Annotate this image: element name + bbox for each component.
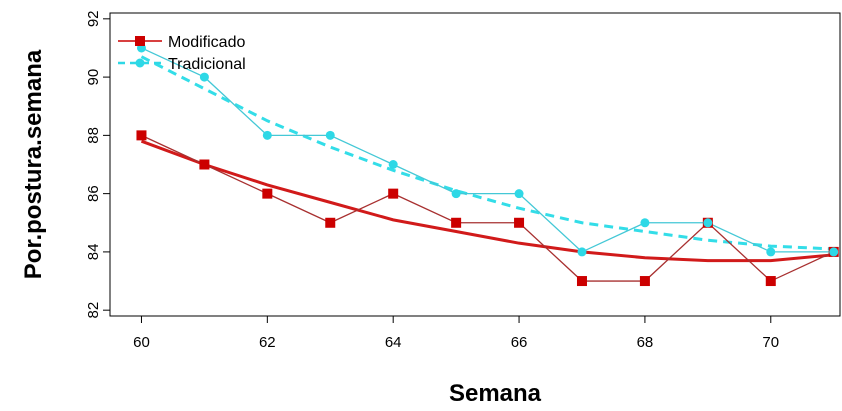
y-tick-label: 92 — [85, 10, 102, 27]
data-point-tradicional — [514, 189, 524, 199]
x-tick-label: 68 — [637, 334, 654, 351]
data-point-tradicional — [766, 247, 776, 257]
y-tick-label: 84 — [85, 244, 102, 261]
data-point-modificado — [136, 130, 147, 141]
data-point-modificado — [262, 188, 273, 199]
axes: 60 62 64 66 68 70 82 84 86 88 90 92 Semana Por.postur… — [20, 10, 841, 407]
x-tick-label: 70 — [762, 334, 779, 351]
legend-label-modificado: Modificado — [168, 34, 245, 51]
data-point-tradicional — [829, 247, 839, 257]
data-point-tradicional — [262, 130, 272, 140]
data-point-tradicional — [388, 160, 398, 169]
y-tick-label: 82 — [85, 302, 102, 319]
x-tick-label: 60 — [133, 334, 150, 351]
trend-line-tradicional — [140, 55, 834, 251]
series-line-tradicional — [141, 47, 834, 253]
y-tick-label: 86 — [85, 185, 102, 202]
series-line-modificado — [141, 134, 834, 282]
plot-frame — [109, 12, 841, 317]
y-tick-label: 88 — [85, 127, 102, 144]
x-tick-label: 64 — [385, 334, 402, 351]
data-point-tradicional — [199, 72, 209, 82]
data-point-modificado — [199, 159, 210, 170]
data-point-tradicional — [577, 247, 587, 257]
y-axis-title: Por.postura.semana — [20, 49, 47, 279]
data-point-modificado — [388, 188, 399, 199]
data-point-modificado — [451, 217, 462, 228]
series-markers — [136, 43, 839, 287]
data-point-modificado — [325, 217, 336, 228]
data-point-tradicional — [325, 130, 335, 140]
data-point-tradicional — [703, 218, 713, 228]
x-tick-label: 66 — [511, 334, 528, 351]
legend-marker-tradicional — [135, 58, 145, 68]
data-point-modificado — [765, 276, 776, 287]
x-axis-title: Semana — [449, 380, 542, 406]
trend-line-modificado — [140, 139, 834, 263]
series-lines — [141, 47, 834, 282]
data-point-modificado — [514, 217, 525, 228]
data-point-tradicional — [451, 189, 461, 199]
legend-marker-modificado — [135, 36, 145, 46]
data-point-modificado — [639, 276, 650, 287]
x-tick-label: 62 — [259, 334, 276, 351]
trend-lines — [140, 55, 834, 263]
y-tick-label: 90 — [85, 69, 102, 86]
legend-label-tradicional: Tradicional — [168, 56, 246, 73]
data-point-tradicional — [640, 218, 650, 228]
legend: Modificado Tradicional — [118, 34, 246, 73]
data-point-modificado — [576, 276, 587, 287]
